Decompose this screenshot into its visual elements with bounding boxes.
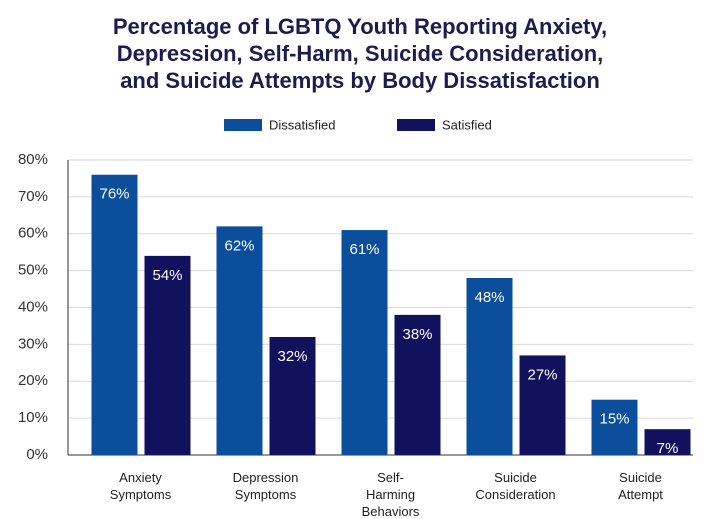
bar	[519, 355, 566, 455]
bar	[394, 314, 441, 455]
bar	[216, 226, 263, 455]
legend-label: Satisfied	[442, 117, 492, 132]
data-label: 7%	[657, 440, 679, 457]
y-tick-label: 40%	[18, 298, 48, 315]
y-tick-label: 0%	[26, 446, 48, 463]
chart-title: and Suicide Attempts by Body Dissatisfac…	[120, 68, 600, 93]
bar	[144, 255, 191, 455]
bar	[341, 230, 388, 455]
x-tick-label: Self-Harming Behaviors	[361, 470, 420, 519]
y-tick-label: 50%	[18, 262, 48, 279]
y-tick-label: 30%	[18, 335, 48, 352]
data-label: 62%	[224, 237, 254, 254]
data-label: 32%	[277, 348, 307, 365]
y-tick-label: 60%	[18, 225, 48, 242]
y-tick-label: 80%	[18, 151, 48, 168]
y-tick-label: 70%	[18, 188, 48, 205]
data-label: 27%	[527, 366, 557, 383]
y-tick-label: 20%	[18, 372, 48, 389]
data-label: 48%	[474, 289, 504, 306]
data-label: 15%	[599, 411, 629, 428]
y-tick-label: 10%	[18, 409, 48, 426]
legend-swatch	[397, 119, 435, 131]
bar	[644, 429, 691, 455]
data-label: 38%	[402, 326, 432, 343]
legend-swatch	[224, 119, 262, 131]
legend-label: Dissatisfied	[269, 117, 335, 132]
data-label: 61%	[349, 241, 379, 258]
bar	[269, 337, 316, 455]
data-label: 76%	[99, 186, 129, 203]
x-tick-label: Suicide Attempt	[618, 470, 663, 502]
chart-title: Depression, Self-Harm, Suicide Considera…	[117, 41, 604, 66]
chart-title: Percentage of LGBTQ Youth Reporting Anxi…	[113, 14, 607, 39]
x-tick-label: Suicide Consideration	[475, 470, 556, 502]
bar	[466, 278, 513, 455]
bar	[591, 399, 638, 455]
x-tick-label: Anxiety Symptoms	[109, 470, 172, 502]
data-label: 54%	[152, 267, 182, 284]
x-tick-label: Depression Symptoms	[232, 470, 299, 502]
bar	[91, 174, 138, 455]
